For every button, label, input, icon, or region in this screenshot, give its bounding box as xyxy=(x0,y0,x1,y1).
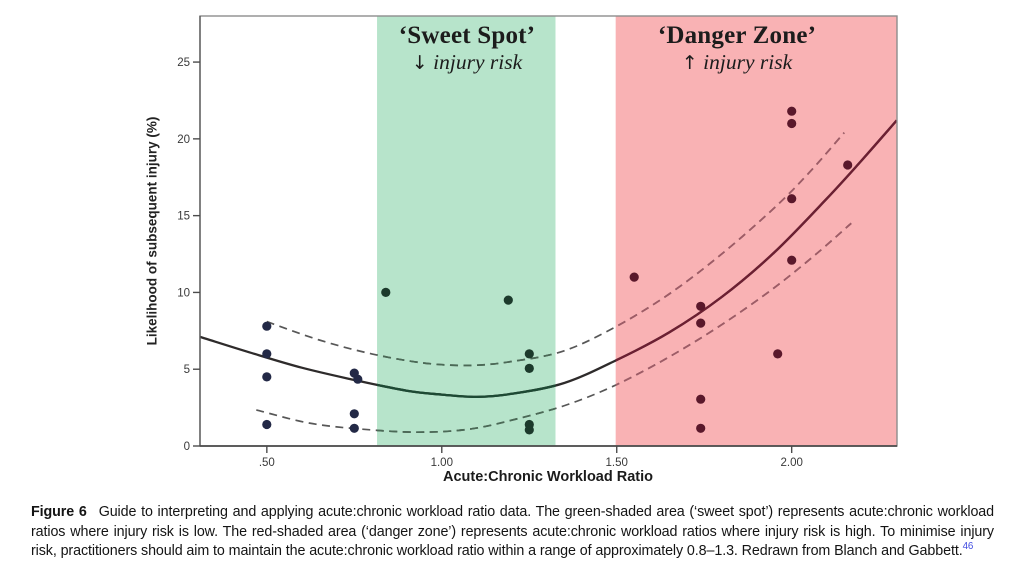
figure-6-chart: 0 5 10 15 20 25 .50 1.00 1.50 2.00 Likelihood of … xyxy=(144,15,898,485)
chart-canvas: 0 5 10 15 20 25 .50 1.00 1.50 2.00 xyxy=(177,15,898,469)
data-point xyxy=(787,118,797,129)
sweet-spot-label: ‘Sweet Spot’ ↓ injury risk xyxy=(378,22,556,76)
y-axis-label: Likelihood of subsequent injury (%) xyxy=(144,116,160,346)
data-point xyxy=(696,301,706,311)
data-point xyxy=(381,287,391,297)
data-point xyxy=(262,372,272,382)
data-point xyxy=(843,160,853,170)
data-point xyxy=(696,318,706,328)
data-point xyxy=(262,419,272,430)
data-point xyxy=(262,349,272,359)
data-point xyxy=(696,394,706,404)
up-arrow-icon: ↑ xyxy=(681,52,698,74)
y-tick-label: 5 xyxy=(184,364,190,376)
y-tick-label: 25 xyxy=(177,57,190,69)
data-point xyxy=(349,409,359,419)
data-point xyxy=(787,106,797,116)
danger-zone-shaded-area xyxy=(615,16,897,446)
sweet-spot-title: ‘Sweet Spot’ xyxy=(398,22,536,49)
upper-confidence-band-danger-zone xyxy=(615,132,845,328)
data-point xyxy=(524,425,534,435)
sweet-spot-subtitle-text: injury risk xyxy=(433,50,523,74)
data-point xyxy=(787,194,797,204)
x-tick-label: .50 xyxy=(259,457,275,469)
figure-caption: Figure 6 Guide to interpreting and applyi… xyxy=(31,503,994,562)
x-tick-label: 2.00 xyxy=(780,457,802,469)
data-point xyxy=(787,255,797,265)
y-tick-label: 15 xyxy=(177,211,190,223)
data-point xyxy=(349,423,359,433)
x-tick-label: 1.50 xyxy=(606,457,628,469)
data-point xyxy=(696,423,706,433)
data-point xyxy=(503,295,513,305)
y-tick-label: 20 xyxy=(177,134,190,146)
caption-text: Guide to interpreting and applying acute… xyxy=(31,504,994,559)
polynomial-fit-sweet-spot xyxy=(377,383,556,399)
danger-zone-title: ‘Danger Zone’ xyxy=(657,22,817,49)
data-point xyxy=(524,349,534,359)
data-point xyxy=(773,349,783,359)
caption-figure-number: Figure 6 xyxy=(31,504,87,520)
sweet-spot-subtitle: ↓ injury risk xyxy=(378,50,556,76)
down-arrow-icon: ↓ xyxy=(411,52,428,74)
sweet-spot-shaded-area xyxy=(377,16,556,446)
danger-zone-label: ‘Danger Zone’ ↑ injury risk xyxy=(601,22,873,76)
danger-zone-subtitle: ↑ injury risk xyxy=(601,50,873,76)
lower-confidence-band-danger-zone xyxy=(615,222,852,387)
data-point xyxy=(524,363,534,373)
y-tick-label: 10 xyxy=(177,287,190,299)
x-axis-label: Acute:Chronic Workload Ratio xyxy=(443,469,653,485)
polynomial-fit-danger-zone xyxy=(615,119,897,362)
data-point xyxy=(262,321,272,331)
data-point xyxy=(353,374,363,384)
x-tick-label: 1.00 xyxy=(431,457,453,469)
y-tick-label: 0 xyxy=(184,441,190,453)
data-point xyxy=(629,272,639,282)
danger-zone-subtitle-text: injury risk xyxy=(703,50,793,74)
caption-reference-link[interactable]: 46 xyxy=(962,541,974,553)
